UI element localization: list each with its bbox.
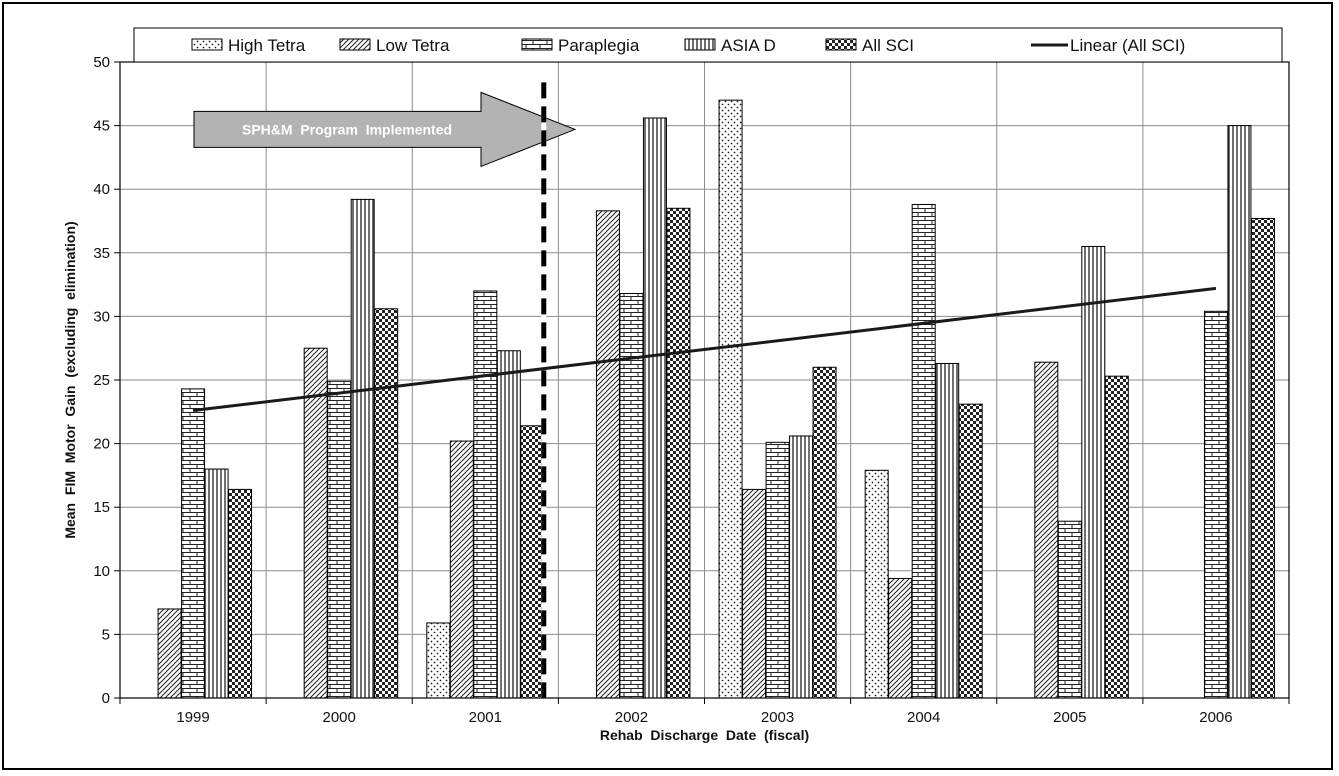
bar-all-sci — [228, 488, 253, 699]
bar-low-tetra — [742, 488, 767, 699]
legend-swatch-asia-d — [684, 38, 716, 51]
bar-paraplegia — [765, 441, 790, 699]
legend-swatch-high-tetra — [191, 38, 223, 51]
y-tick-label: 30 — [93, 308, 110, 325]
trendline-all-sci — [192, 286, 1217, 413]
legend-swatch-all-sci — [825, 38, 857, 51]
y-tick-label: 50 — [93, 54, 110, 71]
bar-low-tetra — [595, 210, 620, 699]
program-annotation: SPH&M Program Implemented — [242, 121, 452, 137]
bar-asia-d — [204, 468, 229, 699]
x-axis-ticks: 1999 2000 2001 2002 2003 2004 2005 2006 — [119, 698, 1290, 726]
y-axis-title: Mean FIM Motor Gain (excluding eliminati… — [62, 221, 78, 538]
bar-asia-d — [642, 117, 667, 699]
bar-asia-d — [496, 350, 521, 699]
x-tick-label: 2003 — [761, 709, 794, 726]
bar-paraplegia — [1057, 520, 1082, 699]
bar-asia-d — [789, 435, 814, 699]
bar-all-sci — [666, 207, 691, 699]
x-tick-label: 1999 — [176, 709, 209, 726]
bar-all-sci — [1104, 375, 1129, 699]
bar-all-sci — [958, 403, 983, 699]
bar-paraplegia — [473, 290, 498, 699]
bar-paraplegia — [619, 293, 644, 699]
x-tick-label: 2004 — [907, 709, 940, 726]
bar-low-tetra — [303, 347, 328, 699]
bar-high-tetra — [426, 622, 451, 699]
y-tick-label: 35 — [93, 245, 110, 262]
y-tick-label: 15 — [93, 499, 110, 516]
legend-label-asia-d: ASIA D — [721, 36, 776, 55]
bar-low-tetra — [449, 440, 474, 699]
bar-high-tetra — [864, 469, 889, 699]
bar-paraplegia — [181, 388, 206, 699]
legend-label-all-sci: All SCI — [862, 36, 914, 55]
y-tick-label: 0 — [102, 690, 110, 707]
y-axis-ticks: 0 5 10 15 20 25 30 35 40 45 50 — [93, 54, 120, 707]
bars — [157, 99, 1275, 699]
bar-all-sci — [1250, 217, 1275, 699]
legend-label-trendline: Linear (All SCI) — [1070, 36, 1185, 55]
legend-items: High Tetra Low Tetra Paraplegia ASIA D All S… — [191, 36, 914, 55]
program-arrow — [193, 91, 577, 168]
y-tick-label: 45 — [93, 118, 110, 135]
bar-paraplegia — [327, 380, 352, 699]
bar-low-tetra — [888, 577, 913, 699]
y-tick-label: 25 — [93, 372, 110, 389]
legend-swatch-paraplegia — [521, 38, 553, 51]
bar-all-sci — [520, 425, 545, 699]
legend-label-low-tetra: Low Tetra — [376, 36, 450, 55]
y-tick-label: 10 — [93, 563, 110, 580]
bar-asia-d — [350, 198, 375, 699]
bar-high-tetra — [718, 99, 743, 699]
x-tick-label: 2002 — [615, 709, 648, 726]
bar-all-sci — [374, 308, 399, 699]
y-tick-label: 40 — [93, 181, 110, 198]
bar-chart: 0 5 10 15 20 25 30 35 40 45 50 1999 2000 2001 2002 200… — [62, 27, 1290, 743]
legend-swatch-low-tetra — [339, 38, 371, 51]
x-tick-label: 2005 — [1053, 709, 1086, 726]
bar-asia-d — [1227, 125, 1252, 699]
x-axis-title: Rehab Discharge Date (fiscal) — [600, 727, 809, 743]
x-tick-label: 2006 — [1199, 709, 1232, 726]
bar-all-sci — [812, 366, 837, 699]
legend-label-paraplegia: Paraplegia — [558, 36, 640, 55]
bar-asia-d — [935, 362, 960, 699]
x-tick-label: 2001 — [469, 709, 502, 726]
legend-label-high-tetra: High Tetra — [228, 36, 306, 55]
bar-low-tetra — [157, 608, 182, 699]
bar-paraplegia — [911, 203, 936, 699]
bar-asia-d — [1081, 245, 1106, 699]
y-tick-label: 5 — [102, 626, 110, 643]
bar-low-tetra — [1034, 361, 1059, 699]
y-tick-label: 20 — [93, 436, 110, 453]
x-tick-label: 2000 — [323, 709, 356, 726]
bar-paraplegia — [1203, 310, 1228, 699]
legend: High Tetra Low Tetra Paraplegia ASIA D All S… — [133, 27, 1283, 63]
